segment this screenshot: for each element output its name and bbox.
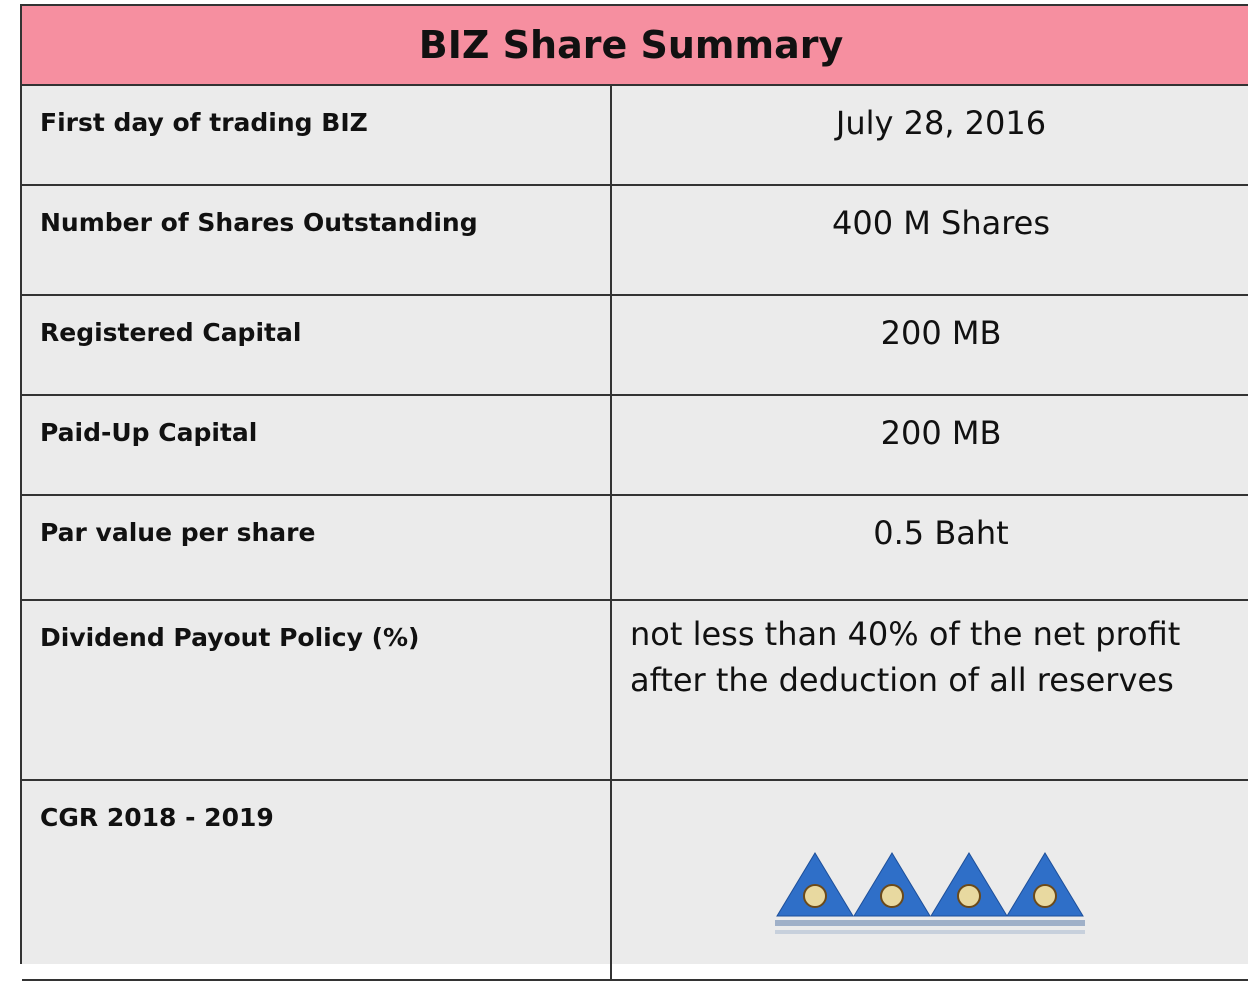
table-row: Dividend Payout Policy (%) not less than … <box>22 601 1248 781</box>
summary-table: BIZ Share Summary First day of trading B… <box>20 4 1248 981</box>
column-divider <box>610 186 612 296</box>
row-label: Number of Shares Outstanding <box>40 208 478 237</box>
column-divider <box>610 601 612 781</box>
row-value: 0.5 Baht <box>873 514 1009 552</box>
table-row: First day of trading BIZ July 28, 2016 <box>22 86 1248 186</box>
table-row: Number of Shares Outstanding 400 M Shares <box>22 186 1248 296</box>
row-value: 200 MB <box>880 414 1002 452</box>
row-label: First day of trading BIZ <box>40 108 368 137</box>
row-label: CGR 2018 - 2019 <box>40 803 274 832</box>
column-divider <box>610 296 612 396</box>
row-label: Par value per share <box>40 518 316 547</box>
row-value: not less than 40% of the net profit afte… <box>630 615 1181 699</box>
table-row: Paid-Up Capital 200 MB <box>22 396 1248 496</box>
column-divider <box>610 781 612 981</box>
table-row: Par value per share 0.5 Baht <box>22 496 1248 601</box>
row-value: 400 M Shares <box>831 204 1051 242</box>
table-title: BIZ Share Summary <box>22 6 1248 86</box>
row-value: 200 MB <box>880 314 1002 352</box>
column-divider <box>610 86 612 186</box>
row-label: Dividend Payout Policy (%) <box>40 623 420 652</box>
page: {"title": "BIZ Share Summary", "rows": [… <box>20 4 1248 981</box>
table-row: Registered Capital 200 MB <box>22 296 1248 396</box>
row-label: Registered Capital <box>40 318 302 347</box>
cgr-logo <box>775 852 1085 934</box>
column-divider <box>610 496 612 601</box>
column-divider <box>610 396 612 496</box>
row-value: July 28, 2016 <box>835 104 1047 142</box>
row-label: Paid-Up Capital <box>40 418 258 447</box>
